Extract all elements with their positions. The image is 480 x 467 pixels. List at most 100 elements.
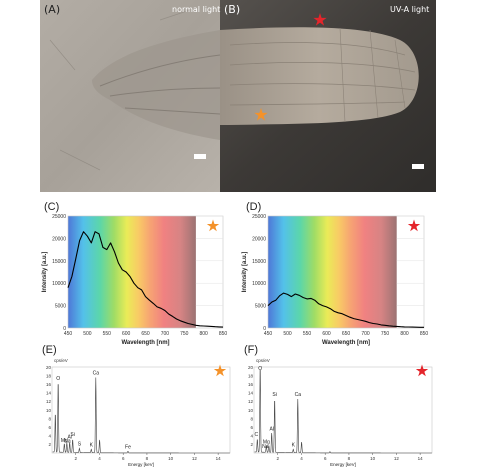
chart-f: (F) cps/eV 2 4 6 8 10 12 14 16 18 20 2 4 6 8 10 12 14 Energ…	[244, 344, 433, 467]
peak-label: Ca	[93, 370, 100, 376]
scale-bar-a	[194, 154, 206, 159]
x-tick-label: 2	[276, 456, 279, 461]
x-tick-label: 6	[122, 456, 125, 461]
x-tick-label: 750	[180, 331, 189, 337]
plot-frame	[267, 215, 425, 329]
peak-label: S	[78, 441, 82, 447]
x-tick-label: 700	[361, 331, 370, 337]
x-tick-label: 850	[219, 331, 228, 337]
y-tick-label: 10000	[252, 281, 266, 287]
panel-letter: (C)	[44, 201, 59, 213]
y-tick-label: 8	[48, 416, 51, 421]
unit-label: cps/eV	[54, 358, 68, 363]
peak-label: K	[90, 443, 94, 449]
x-tick-label: 6	[324, 456, 327, 461]
x-tick-label: 4	[300, 456, 303, 461]
y-tick-label: 20	[46, 365, 52, 370]
y-tick-label: 6	[250, 425, 253, 430]
panel-letter: (D)	[246, 201, 261, 213]
x-axis-label: Energy [keV]	[128, 462, 154, 467]
y-tick-label: 5000	[55, 304, 66, 310]
red-star-icon	[415, 364, 429, 377]
y-tick-label: 5000	[255, 304, 266, 310]
wing-fossil-a	[92, 30, 220, 140]
peak-label: O	[56, 376, 60, 382]
peak-label: O	[258, 366, 262, 372]
y-tick-label: 10	[248, 408, 254, 413]
y-tick-label: 20000	[252, 236, 266, 242]
y-tick-label: 4	[250, 434, 253, 439]
y-tick-label: 14	[248, 391, 254, 396]
plot-frame	[253, 366, 433, 454]
x-tick-label: 700	[161, 331, 170, 337]
peak-label: Na	[64, 438, 71, 444]
x-tick-label: 14	[418, 456, 424, 461]
x-tick-label: 850	[420, 331, 429, 337]
orange-star-icon	[254, 108, 268, 121]
x-tick-label: 450	[64, 331, 73, 337]
peak-label: Al	[67, 434, 71, 440]
y-tick-label: 12	[248, 399, 254, 404]
eds-spectrum-line	[52, 377, 230, 454]
x-tick-label: 600	[122, 331, 131, 337]
y-tick-label: 20000	[52, 236, 66, 242]
x-tick-label: 8	[146, 456, 149, 461]
x-axis-label: Wavelength [nm]	[322, 340, 370, 346]
x-tick-label: 14	[216, 456, 222, 461]
plot-frame	[67, 215, 224, 329]
red-star-icon	[313, 13, 327, 26]
peak-label: Ca	[295, 392, 302, 398]
photo-panel	[40, 0, 436, 192]
y-tick-label: 2	[48, 442, 51, 447]
x-tick-label: 500	[83, 331, 92, 337]
x-tick-label: 550	[103, 331, 112, 337]
wing-fossil-b	[220, 27, 419, 126]
visible-spectrum-band	[68, 216, 196, 328]
y-tick-label: 8	[250, 416, 253, 421]
x-tick-label: 450	[264, 331, 273, 337]
y-tick-label: 2	[250, 442, 253, 447]
x-tick-label: 750	[381, 331, 390, 337]
photo-label-a: normal light	[172, 5, 221, 14]
x-axis-label: Wavelength [nm]	[121, 340, 169, 346]
x-tick-label: 4	[98, 456, 101, 461]
scale-bar-b	[412, 164, 424, 169]
y-tick-label: 4	[48, 434, 51, 439]
peak-label: Si	[272, 392, 276, 398]
x-tick-label: 550	[303, 331, 312, 337]
chart-c: (C) 0 5000 10000 15000 20000 25000 450 500 550 600…	[42, 201, 228, 346]
x-tick-label: 10	[370, 456, 376, 461]
panel-letter: (F)	[244, 344, 258, 356]
y-tick-label: 10000	[52, 281, 66, 287]
peak-label: Mg	[61, 438, 68, 444]
y-tick-label: 12	[46, 399, 52, 404]
y-tick-label: 20	[248, 365, 254, 370]
x-tick-label: 12	[394, 456, 400, 461]
y-tick-label: 18	[248, 373, 254, 378]
chart-e: (E) cps/eV 2 4 6 8 10 12 14 16 18 20 2 4 6 8 10 12 14 Energ…	[42, 344, 231, 467]
peak-label: Mg	[263, 440, 270, 446]
panel-letter-b: (B)	[224, 3, 241, 16]
spectrum-line	[267, 292, 424, 328]
peak-label: C	[255, 432, 259, 438]
x-tick-label: 12	[192, 456, 198, 461]
y-tick-label: 25000	[52, 214, 66, 220]
orange-star-icon	[206, 219, 220, 232]
orange-star-icon	[213, 364, 227, 377]
peak-label: Al	[269, 427, 273, 433]
photo-a	[40, 0, 221, 192]
y-tick-label: 15000	[252, 259, 266, 265]
panel-letter: (E)	[42, 344, 57, 356]
plot-frame	[51, 366, 231, 454]
photo-label-b: UV-A light	[390, 5, 430, 14]
x-tick-label: 500	[283, 331, 292, 337]
y-tick-label: 18	[46, 373, 52, 378]
unit-label: cps/eV	[256, 358, 270, 363]
y-tick-label: 0	[263, 326, 266, 332]
chart-d: (D) 0 5000 10000 15000 20000 25000 450 500 550 600…	[242, 201, 429, 346]
y-tick-label: 25000	[252, 214, 266, 220]
peak-label: Fe	[125, 445, 131, 451]
x-tick-label: 650	[342, 331, 351, 337]
y-tick-label: 6	[48, 425, 51, 430]
x-tick-label: 800	[400, 331, 409, 337]
